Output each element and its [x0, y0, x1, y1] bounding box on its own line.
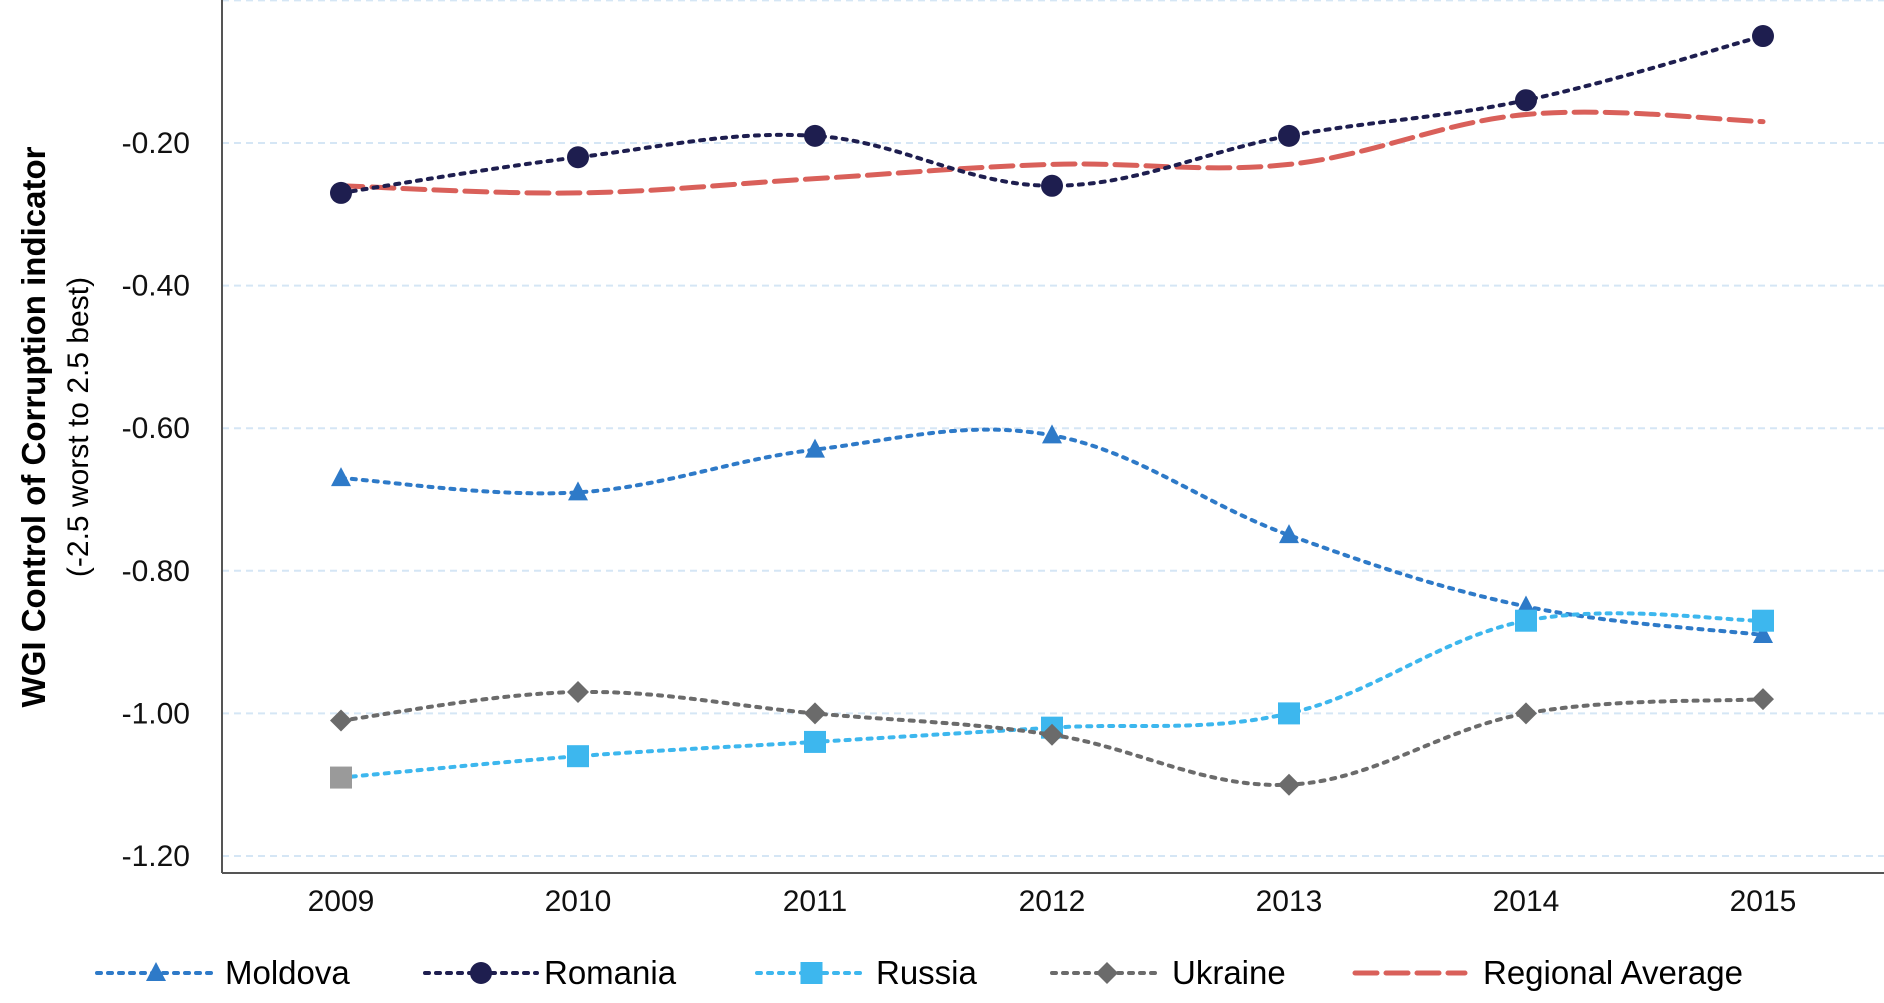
legend-marker-ukraine: [1096, 962, 1118, 984]
x-tick-label: 2013: [1256, 885, 1323, 918]
data-point-russia: [567, 745, 589, 768]
legend-item-moldova: Moldova: [95, 954, 350, 991]
data-point-ukraine: [1278, 773, 1300, 796]
data-point-moldova: [331, 467, 351, 487]
data-point-moldova: [1516, 595, 1536, 615]
series-line-moldova: [339, 427, 1765, 637]
x-tick-label: 2010: [545, 885, 612, 918]
x-tick-label: 2011: [783, 885, 848, 918]
x-tick-label: 2009: [308, 885, 375, 918]
data-point-moldova: [805, 438, 825, 458]
legend-label: Romania: [544, 954, 677, 991]
data-point-ukraine: [1041, 723, 1063, 746]
legend-item-regional-average: Regional Average: [1352, 954, 1743, 991]
legend-label: Regional Average: [1483, 954, 1743, 991]
legend-marker-romania: [470, 962, 492, 984]
legend: Moldova Romania Russia Ukraine Regional Aver…: [95, 954, 1743, 991]
data-point-moldova: [1042, 424, 1062, 444]
series-layer: [330, 25, 1774, 796]
x-axis-ticks: 2009 2010 2011 2012 2013 2014 2015: [308, 885, 1797, 918]
data-point-russia: [1515, 609, 1537, 632]
series-line-russia: [339, 611, 1765, 780]
data-point-moldova: [1753, 623, 1773, 643]
axes: [221, 0, 1884, 874]
data-point-romania: [567, 146, 589, 169]
x-tick-label: 2014: [1493, 885, 1560, 918]
y-tick-label: -0.40: [122, 270, 190, 303]
data-point-ukraine: [804, 702, 826, 725]
y-tick-label: -1.00: [122, 697, 190, 730]
series-moldova: [331, 424, 1773, 643]
legend-marker-russia: [800, 962, 823, 984]
y-tick-label: -1.20: [122, 840, 190, 873]
data-point-romania: [1041, 174, 1063, 197]
y-tick-label: -0.60: [122, 412, 190, 445]
y-axis-sublabel: (-2.5 worst to 2.5 best): [62, 277, 95, 577]
x-tick-label: 2015: [1730, 885, 1797, 918]
legend-label: Moldova: [225, 954, 350, 991]
data-point-russia: [330, 766, 352, 789]
legend-item-russia: Russia: [755, 954, 978, 991]
y-axis-title: WGI Control of Corruption indicator (-2.…: [15, 146, 95, 707]
data-point-ukraine: [567, 681, 589, 704]
legend-item-ukraine: Ukraine: [1050, 954, 1286, 991]
data-point-russia: [804, 730, 826, 753]
y-tick-label: -0.80: [122, 555, 190, 588]
series-russia: [330, 609, 1774, 789]
series-line-regional-average: [338, 109, 1766, 196]
y-axis-ticks: -0.20 -0.40 -0.60 -0.80 -1.00 -1.20: [122, 127, 190, 873]
data-point-romania: [1515, 89, 1537, 112]
data-point-russia: [1278, 702, 1300, 725]
gridlines: [222, 0, 1884, 857]
series-ukraine: [330, 681, 1774, 796]
legend-label: Ukraine: [1172, 954, 1286, 991]
series-regional-average: [338, 109, 1766, 196]
data-point-moldova: [1279, 524, 1299, 544]
legend-label: Russia: [876, 954, 978, 991]
y-axis-label: WGI Control of Corruption indicator: [15, 146, 52, 707]
data-point-ukraine: [1752, 688, 1774, 711]
data-point-romania: [804, 124, 826, 147]
series-romania: [330, 25, 1774, 204]
y-tick-label: -0.20: [122, 127, 190, 160]
data-point-ukraine: [330, 709, 352, 732]
data-point-ukraine: [1515, 702, 1537, 725]
legend-marker-moldova: [146, 962, 166, 981]
x-tick-label: 2012: [1019, 885, 1086, 918]
data-point-romania: [330, 181, 352, 204]
legend-item-romania: Romania: [423, 954, 677, 991]
data-point-romania: [1752, 25, 1774, 48]
data-point-romania: [1278, 124, 1300, 147]
data-point-russia: [1752, 609, 1774, 632]
data-point-moldova: [568, 481, 588, 501]
